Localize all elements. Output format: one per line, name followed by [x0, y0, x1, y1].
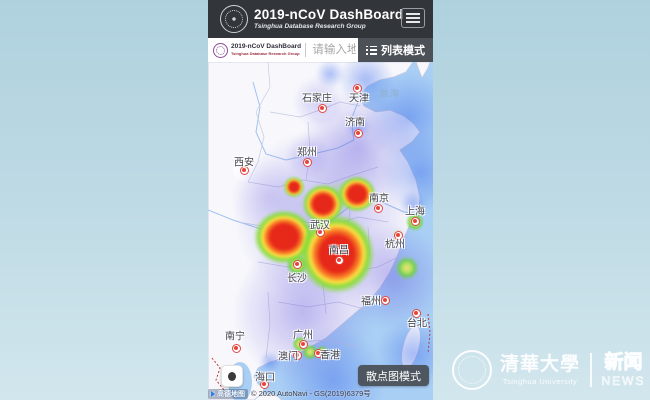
- city-label: 长沙: [287, 273, 307, 285]
- city-marker[interactable]: [352, 83, 362, 93]
- city-label: 广州: [293, 330, 313, 342]
- app-header: 2019-nCoV DashBoard Tsinghua Database Re…: [208, 0, 433, 38]
- amap-plane-icon: [211, 390, 215, 397]
- city-label: 香港: [320, 350, 340, 362]
- city-marker[interactable]: [317, 103, 327, 113]
- city-label: 海口: [255, 372, 275, 384]
- city-label: 天津: [349, 93, 369, 105]
- heatmap-map[interactable]: 渤海 石家庄 天津 济南 郑州 西安 武汉 南京 上海 杭州 南昌 长沙 福州 …: [208, 62, 433, 400]
- city-label: 石家庄: [302, 93, 332, 105]
- app-subtitle: Tsinghua Database Research Group: [254, 22, 366, 30]
- city-marker[interactable]: [315, 227, 325, 237]
- mobile-screenshot: 2019-nCoV DashBoard Tsinghua Database Re…: [208, 0, 433, 400]
- map-style-toggle-button[interactable]: [221, 365, 243, 387]
- sea-label: 渤海: [378, 88, 402, 99]
- hamburger-menu-button[interactable]: [401, 8, 425, 28]
- city-marker[interactable]: [411, 308, 421, 318]
- city-label: 杭州: [385, 239, 405, 251]
- city-label: 武汉: [310, 220, 330, 232]
- city-label: 济南: [345, 117, 365, 129]
- app-title: 2019-nCoV DashBoard: [254, 7, 404, 22]
- city-marker[interactable]: [231, 343, 241, 353]
- city-marker[interactable]: [410, 216, 420, 226]
- city-marker[interactable]: [239, 165, 249, 175]
- list-icon: [366, 45, 377, 55]
- watermark-channel-cn: 新闻: [604, 352, 643, 373]
- city-label: 南昌: [329, 245, 349, 257]
- city-marker[interactable]: [353, 128, 363, 138]
- brand-badge-title: 2019-nCoV DashBoard: [231, 43, 302, 51]
- city-marker[interactable]: [313, 348, 323, 358]
- city-marker[interactable]: [393, 230, 403, 240]
- watermark-divider: [590, 353, 592, 387]
- map-attribution: 高德地图 © 2020 AutoNavi - GS(2019)6379号: [208, 388, 433, 399]
- city-marker[interactable]: [373, 203, 383, 213]
- city-label: 澳门: [278, 351, 298, 363]
- watermark-channel-en: NEWS: [601, 374, 646, 388]
- amap-logo-label: 高德地图: [217, 390, 245, 398]
- search-bar: 2019-nCoV DashBoard Tsinghua Database Re…: [208, 38, 433, 62]
- watermark-org-en: Tsinghua University: [502, 376, 578, 386]
- city-label: 台北: [407, 318, 427, 330]
- amap-logo[interactable]: 高德地图: [208, 388, 248, 399]
- city-label: 西安: [234, 157, 254, 169]
- city-marker[interactable]: [302, 157, 312, 167]
- city-marker[interactable]: [334, 255, 344, 265]
- city-marker[interactable]: [292, 259, 302, 269]
- city-label: 福州: [361, 296, 381, 308]
- city-marker[interactable]: [259, 379, 269, 389]
- brand-badge-subtitle: Tsinghua Database Research Group: [231, 50, 300, 56]
- header-titles: 2019-nCoV DashBoard Tsinghua Database Re…: [254, 8, 403, 30]
- watermark: 清華大學 Tsinghua University 新闻 NEWS: [452, 350, 646, 390]
- copyright-text: © 2020 AutoNavi - GS(2019)6379号: [251, 389, 371, 398]
- scatter-mode-label: 散点图模式: [366, 370, 421, 383]
- city-label: 上海: [405, 206, 425, 218]
- city-marker[interactable]: [380, 295, 390, 305]
- tsinghua-mini-seal-icon: [213, 42, 228, 58]
- watermark-org-cn: 清華大學: [500, 353, 581, 375]
- tsinghua-watermark-seal-icon: [452, 350, 492, 390]
- brand-badge: 2019-nCoV DashBoard Tsinghua Database Re…: [213, 42, 302, 58]
- scatter-mode-button[interactable]: 散点图模式: [358, 365, 429, 386]
- city-label: 南京: [369, 193, 389, 205]
- city-marker[interactable]: [298, 339, 308, 349]
- circle-icon: [228, 371, 236, 381]
- city-label: 南宁: [225, 331, 245, 343]
- city-marker[interactable]: [292, 350, 302, 360]
- search-input[interactable]: [310, 43, 358, 57]
- list-mode-label: 列表模式: [381, 45, 425, 57]
- city-label: 郑州: [297, 147, 317, 159]
- list-mode-button[interactable]: 列表模式: [358, 38, 433, 62]
- tsinghua-seal-icon: [220, 5, 248, 33]
